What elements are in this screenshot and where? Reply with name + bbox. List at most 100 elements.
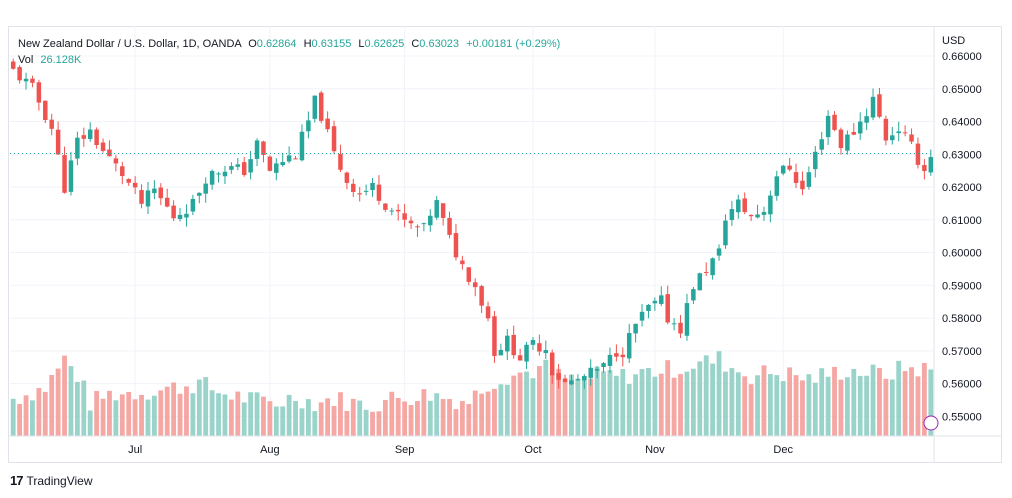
volume-bar — [479, 393, 485, 436]
candle-body — [466, 267, 472, 282]
candle-body — [594, 369, 600, 371]
volume-bar — [684, 371, 690, 436]
volume-bar — [787, 367, 793, 436]
volume-bar — [921, 362, 927, 436]
volume-bar — [241, 402, 247, 436]
brand-name[interactable]: TradingView — [26, 473, 93, 488]
y-tick-label: 0.65000 — [942, 84, 982, 96]
candle-body — [184, 213, 189, 218]
candle-body — [659, 295, 664, 304]
y-tick-label: 0.63000 — [942, 149, 982, 161]
candle-body — [678, 322, 683, 334]
candle-body — [286, 155, 292, 162]
y-tick-label: 0.57000 — [942, 346, 982, 358]
volume-bar — [703, 355, 709, 436]
candle-body — [421, 223, 427, 225]
candle-body — [395, 209, 401, 212]
volume-bar — [864, 375, 870, 436]
candle-body — [402, 213, 407, 220]
candle-body — [325, 118, 330, 130]
candle-body — [229, 166, 234, 170]
volume-bar — [793, 375, 799, 436]
candle-body — [36, 82, 42, 103]
candle-body — [780, 165, 786, 174]
volume-bar — [646, 367, 651, 436]
candle-body — [293, 158, 298, 160]
candle-body — [793, 172, 799, 183]
candle-body — [248, 159, 253, 173]
volume-bar — [710, 363, 716, 436]
volume-bar — [678, 374, 683, 436]
volume-bar — [395, 397, 401, 436]
candle-body — [716, 248, 722, 256]
candle-body — [447, 217, 452, 235]
low-value: 0.62625 — [364, 38, 405, 50]
volume-bar — [132, 399, 138, 436]
candle-body — [909, 134, 914, 142]
volume-bar — [909, 367, 914, 436]
candle-body — [306, 120, 311, 132]
volume-bar — [883, 378, 889, 436]
candle-body — [787, 165, 792, 170]
volume-bar — [216, 393, 221, 436]
volume-bar — [928, 369, 934, 436]
volume-bar — [492, 388, 497, 436]
tradingview-logo-icon[interactable]: 17 — [10, 473, 24, 488]
volume-bar — [338, 392, 343, 436]
volume-bar — [350, 398, 356, 436]
candle-body — [761, 211, 767, 215]
candle-body — [190, 198, 196, 212]
event-marker-icon — [923, 415, 939, 431]
candle-body — [203, 183, 208, 194]
candle-body — [408, 220, 414, 224]
candle-body — [68, 160, 74, 192]
volume-bar — [402, 401, 408, 436]
y-tick-label: 0.61000 — [942, 215, 982, 227]
y-tick-label: 0.58000 — [942, 313, 982, 325]
volume-bar — [498, 384, 504, 436]
volume-bar — [485, 391, 491, 436]
x-tick-label: Dec — [773, 444, 793, 456]
volume-bar — [49, 374, 55, 436]
candle-body — [537, 343, 542, 352]
high-label: H — [303, 38, 312, 50]
candle-body — [152, 188, 157, 194]
volume-bar — [877, 367, 882, 436]
candle-body — [633, 323, 638, 334]
candle-body — [55, 129, 61, 155]
chart-legend: New Zealand Dollar / U.S. Dollar, 1D, OA… — [18, 36, 560, 68]
volume-bar — [107, 390, 112, 436]
volume-bar — [228, 399, 234, 436]
volume-bar — [318, 402, 324, 436]
ohlc-row: New Zealand Dollar / U.S. Dollar, 1D, OA… — [18, 36, 560, 52]
volume-bar — [723, 371, 728, 436]
candle-body — [261, 141, 266, 155]
candle-body — [819, 139, 824, 150]
price-chart[interactable]: USD 0.66000 0.65000 0.64000 0.63000 0.62000 0.… — [8, 26, 1002, 463]
open-value: 0.62864 — [256, 38, 297, 50]
volume-bar — [812, 382, 818, 436]
candle-body — [877, 94, 882, 117]
candle-body — [800, 180, 805, 190]
candle-body — [216, 173, 221, 175]
candle-body — [646, 304, 651, 311]
candle-body — [81, 135, 87, 139]
candle-body — [870, 96, 876, 118]
y-tick-label: 0.62000 — [942, 182, 982, 194]
candle-body — [274, 163, 279, 173]
volume-bar — [819, 368, 825, 436]
volume-bar — [601, 371, 606, 436]
candle-body — [614, 353, 619, 357]
candle-body — [267, 156, 273, 171]
volume-bar — [376, 411, 382, 436]
volume-bar — [639, 369, 645, 436]
candle-body — [832, 114, 837, 130]
volume-bar — [607, 370, 613, 436]
volume-bar — [286, 394, 292, 436]
volume-bar — [17, 404, 23, 436]
y-tick-label: 0.55000 — [942, 411, 982, 423]
volume-bar — [209, 390, 215, 436]
volume-row: Vol 26.128K — [18, 52, 560, 68]
volume-bar — [94, 391, 100, 436]
candle-body — [620, 354, 626, 358]
